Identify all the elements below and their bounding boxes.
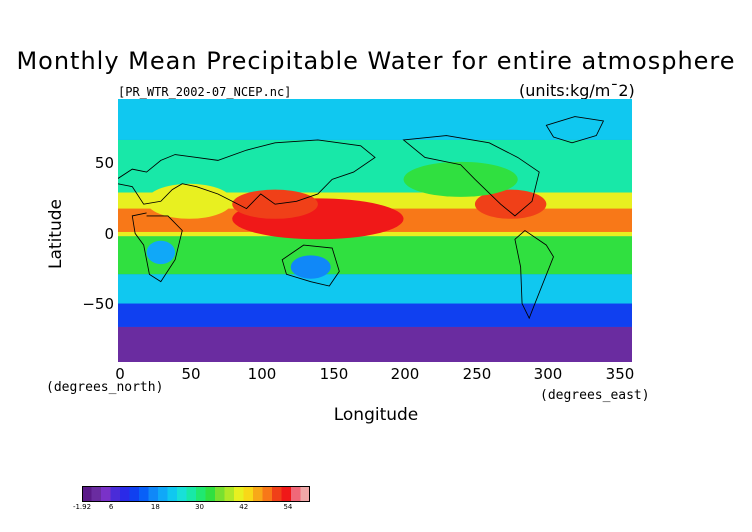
colorbar xyxy=(82,486,310,502)
colorbar-swatch xyxy=(177,486,187,502)
colorbar-border xyxy=(82,486,310,502)
colorbar-tick-label: -1.92 xyxy=(72,503,92,511)
colorbar-swatch xyxy=(110,486,121,502)
colorbar-tick-label: 30 xyxy=(195,503,204,511)
colorbar-tick-label: 42 xyxy=(239,503,249,511)
southern-africa-dry-region xyxy=(146,240,176,265)
colorbar-swatch xyxy=(158,486,168,502)
colorbar-swatch xyxy=(234,486,244,502)
colorbar-swatch xyxy=(91,486,102,502)
chart-title: Monthly Mean Precipitable Water for enti… xyxy=(16,47,736,75)
colorbar-swatch xyxy=(300,486,310,502)
x-axis-unit: (degrees_east) xyxy=(540,388,650,403)
colorbar-swatch xyxy=(281,486,292,502)
colorbar-swatch xyxy=(291,486,301,502)
colorbar-swatch xyxy=(253,486,263,502)
colorbar-swatch xyxy=(82,486,92,502)
x-tick-label: 350 xyxy=(605,365,635,383)
colorbar-swatch xyxy=(186,486,197,502)
x-axis-label: Longitude xyxy=(333,405,419,425)
colorbar-swatch xyxy=(120,486,130,502)
colorbar-swatch xyxy=(139,486,149,502)
arctic-band xyxy=(118,99,632,140)
colorbar-swatch xyxy=(205,486,216,502)
y-axis-unit: (degrees_north) xyxy=(46,380,164,395)
sahara-region xyxy=(146,183,233,219)
colorbar-tick-label: 54 xyxy=(283,503,293,511)
coastlines xyxy=(118,116,605,320)
y-tick-label: 0 xyxy=(104,225,114,243)
colorbar-tick-label: 6 xyxy=(108,503,114,511)
x-tick-label: 150 xyxy=(319,365,349,383)
y-tick-label: −50 xyxy=(82,295,114,313)
precipitable-water-map xyxy=(118,99,632,362)
colorbar-swatch xyxy=(167,486,178,502)
colorbar-swatch xyxy=(215,486,225,502)
colorbar-swatch xyxy=(129,486,140,502)
north-pacific-region xyxy=(403,161,518,197)
colorbar-swatch xyxy=(262,486,273,502)
australia-dry-region xyxy=(290,255,331,279)
x-tick-label: 0 xyxy=(115,365,125,383)
units-label: (units:kg/m¯2) xyxy=(519,81,635,100)
x-tick-label: 200 xyxy=(390,365,420,383)
southern-subtropic-band xyxy=(118,236,632,275)
file-label: [PR_WTR_2002-07_NCEP.nc] xyxy=(118,85,292,99)
x-tick-label: 50 xyxy=(181,365,201,383)
colorbar-swatch xyxy=(148,486,159,502)
y-axis-label: Latitude xyxy=(46,199,66,269)
colorbar-swatch xyxy=(243,486,254,502)
x-tick-label: 300 xyxy=(533,365,563,383)
x-tick-label: 100 xyxy=(247,365,277,383)
y-tick-label: 50 xyxy=(94,154,114,172)
antarctic-band xyxy=(118,326,632,362)
northern-midlat-band xyxy=(118,139,632,193)
southern-midlat-band xyxy=(118,274,632,304)
colorbar-swatch xyxy=(196,486,206,502)
colorbar-swatch xyxy=(224,486,235,502)
southern-ocean-band xyxy=(118,303,632,327)
colorbar-tick-label: 18 xyxy=(150,503,160,511)
colorbar-swatch xyxy=(101,486,111,502)
x-tick-label: 250 xyxy=(462,365,492,383)
colorbar-swatch xyxy=(272,486,282,502)
